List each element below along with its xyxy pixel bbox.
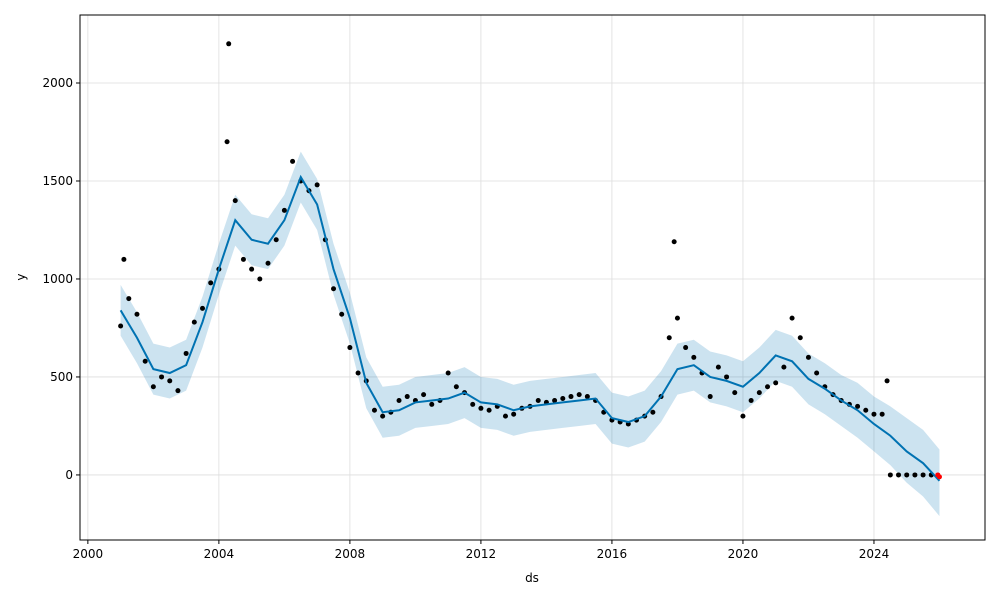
data-point xyxy=(707,394,713,400)
data-point xyxy=(552,397,558,403)
data-point xyxy=(339,311,345,317)
x-axis-label: ds xyxy=(525,571,539,585)
data-point xyxy=(208,280,214,286)
data-point xyxy=(765,384,771,390)
data-point xyxy=(429,401,435,407)
data-point xyxy=(691,354,697,360)
data-point xyxy=(226,41,232,47)
data-point xyxy=(486,407,492,413)
data-point xyxy=(371,407,377,413)
data-point xyxy=(773,380,779,386)
data-point xyxy=(118,323,124,329)
y-axis-label: y xyxy=(14,273,28,280)
data-point xyxy=(576,392,582,398)
data-point xyxy=(814,370,820,376)
data-point xyxy=(167,378,173,384)
data-point xyxy=(232,198,238,204)
data-point xyxy=(249,266,255,272)
x-tick-label: 2008 xyxy=(335,547,366,561)
data-point xyxy=(347,345,353,351)
data-point xyxy=(781,364,787,370)
y-tick-label: 500 xyxy=(50,370,73,384)
data-point xyxy=(789,315,795,321)
x-tick-label: 2024 xyxy=(859,547,890,561)
data-point xyxy=(257,276,263,282)
data-point xyxy=(290,158,296,164)
data-point xyxy=(331,286,337,292)
data-point xyxy=(396,397,402,403)
data-point xyxy=(159,374,165,380)
data-point xyxy=(740,413,746,419)
data-point xyxy=(884,378,890,384)
data-point xyxy=(478,405,484,411)
data-point xyxy=(200,305,206,311)
data-point xyxy=(756,390,762,396)
data-point xyxy=(134,311,140,317)
data-point xyxy=(896,472,902,478)
data-point xyxy=(863,407,869,413)
data-point xyxy=(871,411,877,417)
data-point xyxy=(273,237,279,243)
data-point xyxy=(224,139,230,145)
x-tick-label: 2004 xyxy=(204,547,235,561)
x-tick-label: 2000 xyxy=(73,547,104,561)
data-point xyxy=(920,472,926,478)
data-point xyxy=(855,403,861,409)
data-point xyxy=(511,411,517,417)
x-tick-label: 2016 xyxy=(597,547,628,561)
data-point xyxy=(666,335,672,341)
plot-area xyxy=(80,15,985,540)
data-point xyxy=(936,474,942,480)
forecast-line xyxy=(119,174,941,482)
data-point xyxy=(142,358,148,364)
x-tick-label: 2020 xyxy=(728,547,759,561)
data-point xyxy=(240,256,246,262)
data-point xyxy=(683,345,689,351)
data-point xyxy=(904,472,910,478)
data-point xyxy=(121,256,127,262)
y-tick-label: 0 xyxy=(65,468,73,482)
data-point xyxy=(568,394,574,400)
data-point xyxy=(748,397,754,403)
data-point xyxy=(281,207,287,213)
y-tick-label: 2000 xyxy=(42,76,73,90)
plot-frame xyxy=(79,14,986,541)
data-point xyxy=(421,392,427,398)
data-point xyxy=(191,319,197,325)
data-point xyxy=(724,374,730,380)
data-point xyxy=(560,396,566,402)
data-point xyxy=(674,315,680,321)
data-point xyxy=(453,384,459,390)
data-point xyxy=(797,335,803,341)
data-point xyxy=(445,370,451,376)
data-point xyxy=(355,370,361,376)
data-point xyxy=(265,260,271,266)
data-point xyxy=(314,182,320,188)
data-point xyxy=(715,364,721,370)
data-point xyxy=(175,388,181,394)
y-tick-label: 1000 xyxy=(42,272,73,286)
x-tick-label: 2012 xyxy=(466,547,497,561)
data-point xyxy=(470,401,476,407)
y-tick-label: 1500 xyxy=(42,174,73,188)
data-point xyxy=(183,350,189,356)
data-point xyxy=(404,394,410,400)
data-point xyxy=(805,354,811,360)
data-point xyxy=(671,239,677,245)
uncertainty-band xyxy=(120,151,940,517)
data-point xyxy=(150,384,156,390)
data-point xyxy=(879,411,885,417)
data-point xyxy=(380,413,386,419)
data-point xyxy=(732,390,738,396)
data-point xyxy=(502,413,508,419)
data-point xyxy=(887,472,893,478)
data-point xyxy=(535,397,541,403)
data-point xyxy=(650,409,656,415)
data-point xyxy=(912,472,918,478)
data-point xyxy=(584,394,590,400)
data-point xyxy=(126,296,132,302)
